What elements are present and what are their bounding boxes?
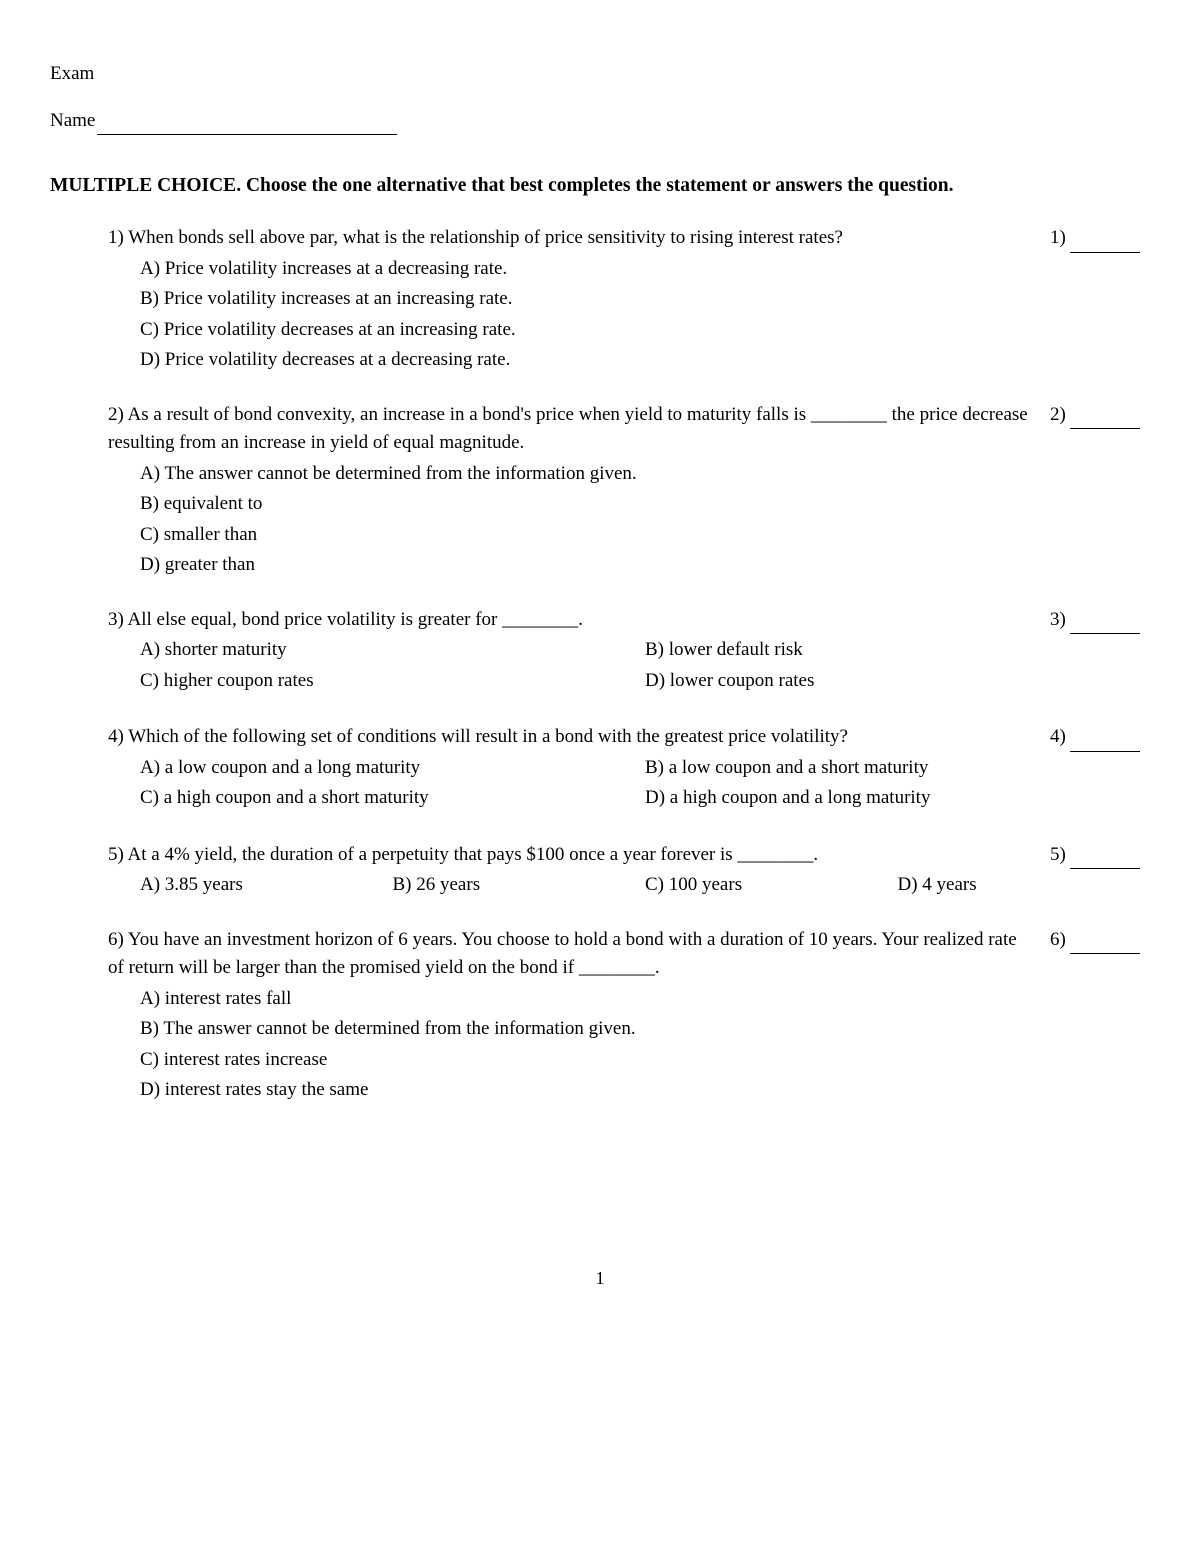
question-text: 5) At a 4% yield, the duration of a perp… xyxy=(108,841,1050,870)
options-col-right: B) lower default riskD) lower coupon rat… xyxy=(645,636,1150,697)
option: D) lower coupon rates xyxy=(645,667,1150,696)
answer-blank-line xyxy=(1070,868,1140,869)
option: B) equivalent to xyxy=(140,490,1150,519)
options-block: A) Price volatility increases at a decre… xyxy=(108,255,1150,375)
option: D) greater than xyxy=(140,551,1150,580)
answer-blank-line xyxy=(1070,953,1140,954)
option: D) interest rates stay the same xyxy=(140,1076,1150,1105)
options-col-left: A) a low coupon and a long maturityC) a … xyxy=(140,754,645,815)
options-four-col: A) 3.85 yearsB) 26 yearsC) 100 yearsD) 4… xyxy=(108,871,1150,900)
section-title: MULTIPLE CHOICE. Choose the one alternat… xyxy=(50,171,1150,200)
answer-slot: 6) xyxy=(1050,926,1150,955)
option: C) Price volatility decreases at an incr… xyxy=(140,316,1150,345)
answer-number: 4) xyxy=(1050,726,1066,747)
answer-slot: 5) xyxy=(1050,841,1150,870)
answer-blank-line xyxy=(1070,252,1140,253)
question-block: 6) You have an investment horizon of 6 y… xyxy=(108,926,1150,1105)
options-block: A) The answer cannot be determined from … xyxy=(108,460,1150,580)
options-col-right: B) a low coupon and a short maturityD) a… xyxy=(645,754,1150,815)
options-two-col: A) shorter maturityC) higher coupon rate… xyxy=(108,636,1150,697)
question-text: 1) When bonds sell above par, what is th… xyxy=(108,224,1050,253)
option: C) smaller than xyxy=(140,521,1150,550)
question-row: 5) At a 4% yield, the duration of a perp… xyxy=(108,841,1150,870)
option: A) shorter maturity xyxy=(140,636,645,665)
answer-blank-line xyxy=(1070,751,1140,752)
option: D) 4 years xyxy=(898,871,1151,900)
question-text: 3) All else equal, bond price volatility… xyxy=(108,606,1050,635)
option: B) a low coupon and a short maturity xyxy=(645,754,1150,783)
option: C) a high coupon and a short maturity xyxy=(140,784,645,813)
answer-blank-line xyxy=(1070,428,1140,429)
answer-slot: 3) xyxy=(1050,606,1150,635)
answer-slot: 1) xyxy=(1050,224,1150,253)
question-row: 3) All else equal, bond price volatility… xyxy=(108,606,1150,635)
option: C) higher coupon rates xyxy=(140,667,645,696)
answer-number: 1) xyxy=(1050,227,1066,248)
page-number: 1 xyxy=(50,1265,1150,1292)
exam-label: Exam xyxy=(50,60,1150,89)
option: B) lower default risk xyxy=(645,636,1150,665)
option: B) Price volatility increases at an incr… xyxy=(140,285,1150,314)
options-block: A) interest rates fallB) The answer cann… xyxy=(108,985,1150,1105)
question-block: 1) When bonds sell above par, what is th… xyxy=(108,224,1150,375)
question-text: 6) You have an investment horizon of 6 y… xyxy=(108,926,1050,983)
option: A) The answer cannot be determined from … xyxy=(140,460,1150,489)
question-text: 4) Which of the following set of conditi… xyxy=(108,723,1050,752)
answer-number: 5) xyxy=(1050,844,1066,865)
option: A) a low coupon and a long maturity xyxy=(140,754,645,783)
option: C) 100 years xyxy=(645,871,898,900)
name-blank-line xyxy=(97,134,397,135)
answer-slot: 4) xyxy=(1050,723,1150,752)
option: A) interest rates fall xyxy=(140,985,1150,1014)
answer-number: 2) xyxy=(1050,404,1066,425)
answer-number: 3) xyxy=(1050,609,1066,630)
option: B) 26 years xyxy=(393,871,646,900)
option: A) 3.85 years xyxy=(140,871,393,900)
options-col-left: A) shorter maturityC) higher coupon rate… xyxy=(140,636,645,697)
question-block: 2) As a result of bond convexity, an inc… xyxy=(108,401,1150,580)
answer-slot: 2) xyxy=(1050,401,1150,430)
question-row: 2) As a result of bond convexity, an inc… xyxy=(108,401,1150,458)
question-block: 5) At a 4% yield, the duration of a perp… xyxy=(108,841,1150,900)
question-text: 2) As a result of bond convexity, an inc… xyxy=(108,401,1050,458)
name-row: Name xyxy=(50,107,1150,136)
question-row: 4) Which of the following set of conditi… xyxy=(108,723,1150,752)
question-row: 6) You have an investment horizon of 6 y… xyxy=(108,926,1150,983)
answer-blank-line xyxy=(1070,633,1140,634)
name-label: Name xyxy=(50,110,95,131)
option: D) a high coupon and a long maturity xyxy=(645,784,1150,813)
options-two-col: A) a low coupon and a long maturityC) a … xyxy=(108,754,1150,815)
option: C) interest rates increase xyxy=(140,1046,1150,1075)
question-block: 3) All else equal, bond price volatility… xyxy=(108,606,1150,698)
option: B) The answer cannot be determined from … xyxy=(140,1015,1150,1044)
option: A) Price volatility increases at a decre… xyxy=(140,255,1150,284)
answer-number: 6) xyxy=(1050,929,1066,950)
question-block: 4) Which of the following set of conditi… xyxy=(108,723,1150,815)
questions-container: 1) When bonds sell above par, what is th… xyxy=(50,224,1150,1105)
option: D) Price volatility decreases at a decre… xyxy=(140,346,1150,375)
question-row: 1) When bonds sell above par, what is th… xyxy=(108,224,1150,253)
